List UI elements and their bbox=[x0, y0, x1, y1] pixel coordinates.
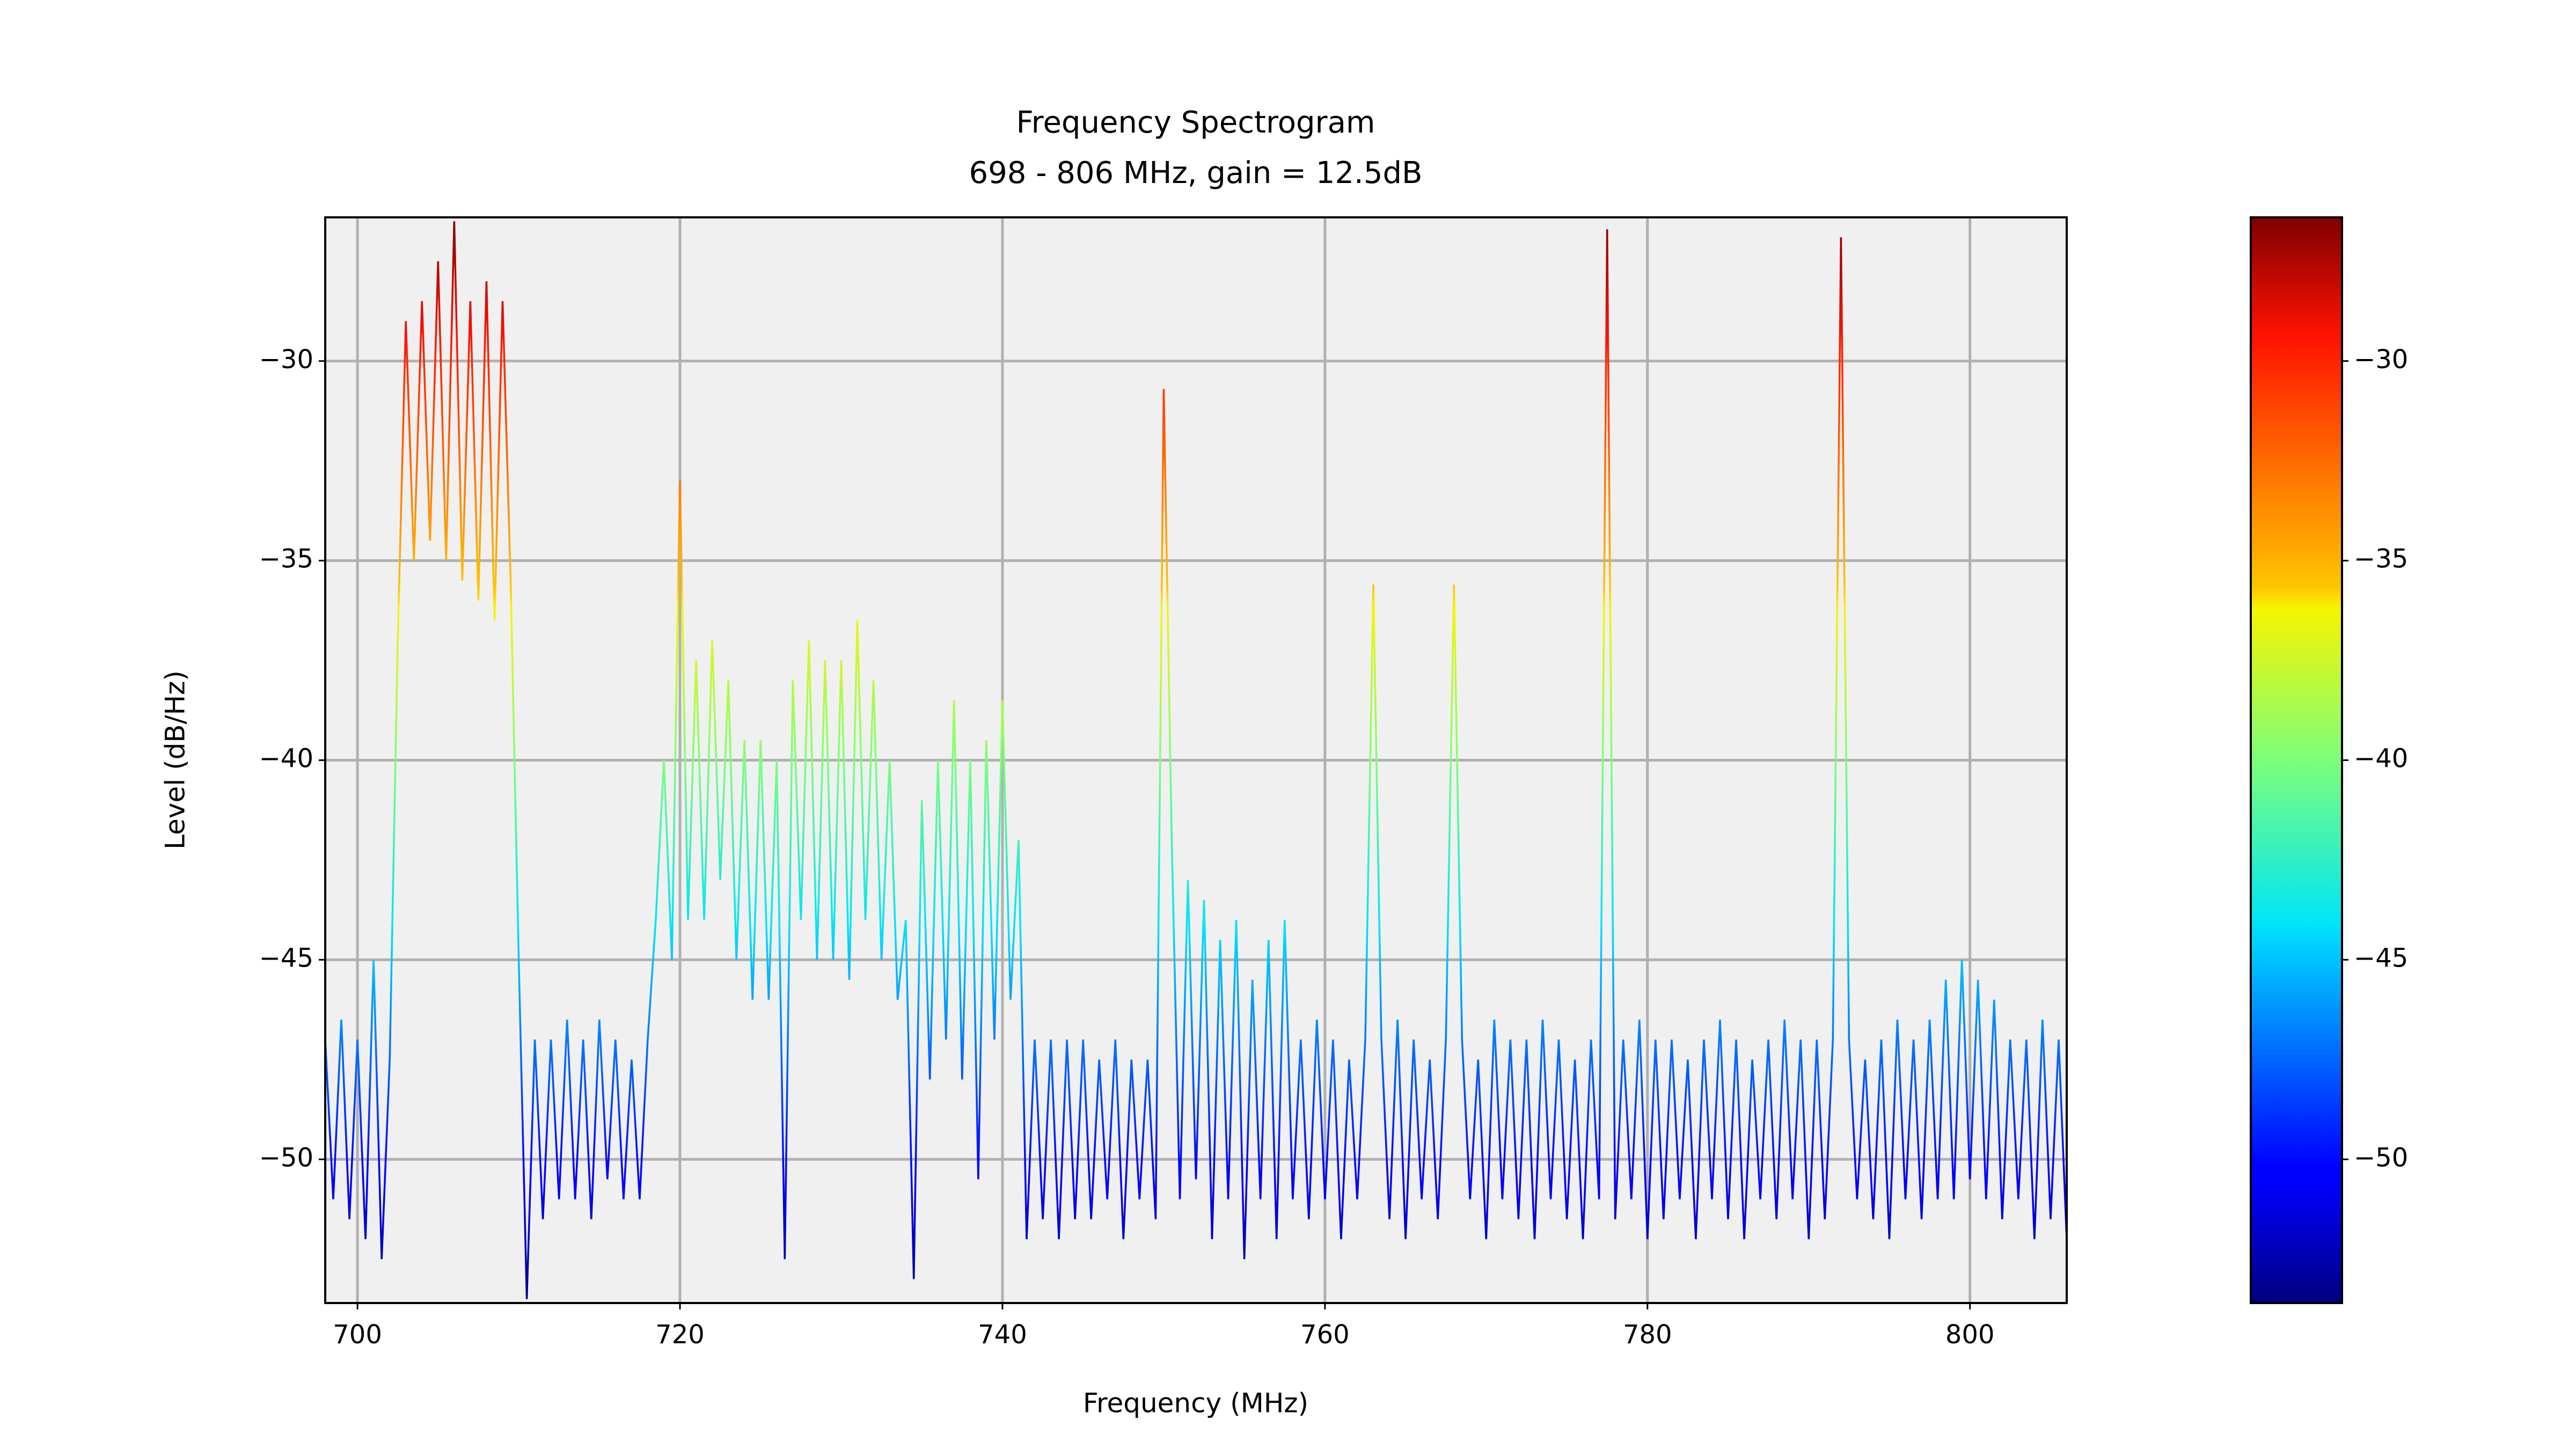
y-tick-label: −45 bbox=[259, 943, 313, 973]
x-tick-label: 780 bbox=[1623, 1320, 1672, 1350]
x-axis-label: Frequency (MHz) bbox=[1083, 1388, 1308, 1419]
spectrum-line bbox=[324, 221, 2068, 1299]
y-tick-label: −50 bbox=[259, 1143, 313, 1173]
colorbar-tick-label: −30 bbox=[2354, 345, 2408, 375]
colorbar-tick-label: −45 bbox=[2354, 943, 2408, 973]
x-tick-label: 760 bbox=[1300, 1320, 1350, 1350]
y-tick-label: −30 bbox=[259, 345, 313, 375]
x-tick-label: 720 bbox=[655, 1320, 705, 1350]
colorbar bbox=[2251, 217, 2342, 1303]
plot-area bbox=[324, 221, 2068, 1299]
chart-subtitle: 698 - 806 MHz, gain = 12.5dB bbox=[969, 156, 1423, 191]
x-tick-label: 740 bbox=[978, 1320, 1027, 1350]
colorbar-tick-label: −35 bbox=[2354, 544, 2408, 574]
y-tick-label: −40 bbox=[259, 744, 313, 774]
y-tick-label: −35 bbox=[259, 544, 313, 574]
x-tick-label: 700 bbox=[333, 1320, 382, 1350]
colorbar-tick-label: −40 bbox=[2354, 744, 2408, 774]
x-tick-label: 800 bbox=[1945, 1320, 1995, 1350]
colorbar-tick-label: −50 bbox=[2354, 1143, 2408, 1173]
chart-title: Frequency Spectrogram bbox=[1016, 105, 1375, 140]
y-axis-label: Level (dB/Hz) bbox=[160, 670, 191, 850]
